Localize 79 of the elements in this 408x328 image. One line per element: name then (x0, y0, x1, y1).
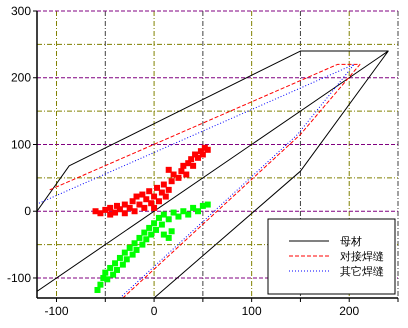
point (107, 204, 114, 211)
point (126, 244, 133, 251)
point (116, 206, 123, 212)
legend-label: 其它焊缝 (340, 265, 384, 278)
point (185, 212, 192, 218)
legend-label: 母材 (340, 235, 362, 248)
point (104, 276, 110, 282)
point (162, 194, 169, 200)
point (194, 208, 201, 214)
point (194, 154, 201, 161)
point (160, 182, 167, 188)
point (124, 256, 130, 262)
point (122, 250, 128, 256)
x-tick-label: 100 (242, 304, 262, 318)
point (146, 188, 152, 194)
point (130, 252, 136, 258)
point (136, 202, 142, 208)
point (200, 152, 206, 158)
point (134, 194, 140, 200)
point (143, 236, 150, 242)
point (134, 246, 140, 253)
y-tick-label: 300 (10, 4, 32, 18)
point (166, 166, 172, 173)
point (175, 214, 182, 220)
point (139, 192, 146, 198)
point (120, 262, 126, 268)
y-tick-label: -100 (6, 270, 32, 285)
point (122, 210, 128, 216)
point (151, 220, 158, 226)
point (148, 232, 154, 238)
x-tick-label: 200 (339, 304, 360, 318)
x-tick-label: 0 (150, 304, 158, 318)
point (204, 146, 211, 153)
point (166, 186, 172, 193)
point (151, 194, 158, 200)
point (146, 224, 152, 231)
y-tick-label: 200 (10, 70, 32, 85)
point (102, 270, 108, 276)
point (97, 282, 104, 288)
y-tick-label: 100 (10, 137, 32, 152)
point (156, 198, 162, 204)
point (166, 216, 172, 222)
point (132, 208, 138, 214)
point (175, 174, 182, 181)
point (136, 234, 142, 241)
point (168, 228, 175, 234)
point (166, 234, 172, 241)
point (168, 178, 175, 184)
point (204, 202, 211, 208)
point (132, 240, 138, 246)
point (126, 204, 133, 211)
point (188, 156, 194, 162)
point (156, 214, 162, 221)
point (116, 254, 123, 261)
legend-label: 对接焊缝 (340, 250, 384, 263)
point (153, 226, 160, 233)
point (154, 184, 160, 191)
point (112, 210, 118, 216)
point (141, 204, 148, 211)
point (183, 172, 190, 178)
point (112, 260, 118, 266)
point (97, 210, 104, 216)
point (190, 204, 196, 211)
point (139, 242, 146, 248)
point (190, 162, 196, 169)
point (143, 196, 150, 202)
point (148, 200, 154, 206)
point (160, 212, 167, 218)
point (151, 204, 158, 211)
point (130, 198, 136, 204)
point (107, 264, 114, 271)
point (94, 286, 100, 293)
point (170, 210, 177, 216)
point (114, 266, 120, 273)
point (158, 222, 165, 228)
point (110, 272, 116, 278)
y-tick-label: 0 (24, 204, 32, 218)
point (141, 230, 148, 236)
x-tick-label: -100 (44, 304, 69, 318)
